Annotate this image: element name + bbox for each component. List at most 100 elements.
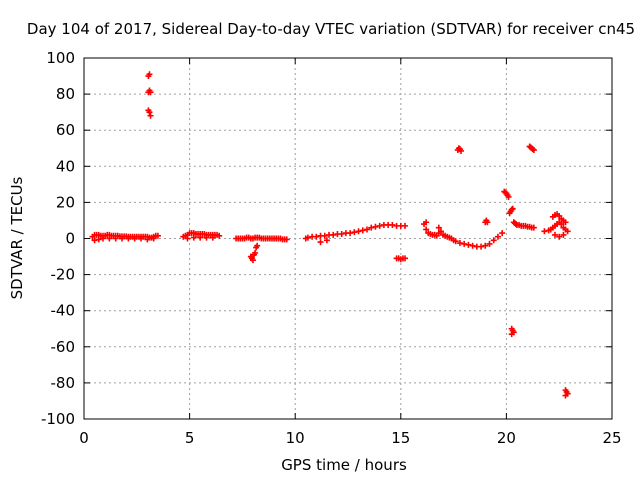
data-point xyxy=(323,237,330,244)
data-point xyxy=(494,233,501,240)
y-tick-label: 60 xyxy=(56,121,75,139)
data-point xyxy=(541,228,548,235)
data-point xyxy=(505,193,512,200)
y-tick-label: 0 xyxy=(65,230,75,248)
data-point xyxy=(347,230,354,237)
data-point xyxy=(138,235,145,242)
data-point xyxy=(560,231,567,238)
data-point xyxy=(112,235,119,242)
data-point xyxy=(106,235,113,242)
data-point xyxy=(508,331,515,338)
data-point xyxy=(437,228,444,235)
data-point xyxy=(376,222,383,229)
data-point xyxy=(423,226,430,233)
data-point xyxy=(368,224,375,231)
data-point xyxy=(119,235,126,242)
data-point xyxy=(435,224,442,231)
data-point xyxy=(216,232,223,239)
data-point xyxy=(562,219,569,226)
data-point xyxy=(402,222,409,229)
data-point xyxy=(131,235,138,242)
data-point xyxy=(147,89,154,96)
data-point xyxy=(249,257,256,264)
data-point xyxy=(530,147,537,154)
data-point xyxy=(252,249,259,256)
data-point xyxy=(484,219,491,226)
x-tick-label: 5 xyxy=(185,429,195,447)
data-point xyxy=(452,238,459,245)
data-point xyxy=(254,242,261,249)
data-point xyxy=(100,235,107,242)
chart-title: Day 104 of 2017, Sidereal Day-to-day VTE… xyxy=(27,20,635,38)
data-point xyxy=(562,392,569,399)
data-point xyxy=(144,236,151,243)
data-point xyxy=(508,206,515,213)
data-point xyxy=(551,231,558,238)
data-point xyxy=(91,237,98,244)
data-point xyxy=(95,236,102,243)
data-point xyxy=(304,234,311,241)
y-tick-label: -20 xyxy=(51,266,76,284)
data-point xyxy=(558,221,565,228)
data-point xyxy=(355,228,362,235)
data-point xyxy=(351,229,358,236)
data-point xyxy=(203,234,210,241)
y-tick-label: -60 xyxy=(51,338,76,356)
x-tick-label: 20 xyxy=(497,429,516,447)
data-point xyxy=(389,221,396,228)
data-points xyxy=(89,71,571,399)
data-point xyxy=(330,231,337,238)
data-point xyxy=(482,242,489,249)
data-point xyxy=(184,235,191,242)
data-point xyxy=(423,219,430,226)
data-point xyxy=(486,240,493,247)
data-point xyxy=(146,109,153,116)
data-point xyxy=(478,243,485,250)
y-axis-label: SDTVAR / TECUs xyxy=(8,176,26,299)
y-tick-label: -40 xyxy=(51,302,76,320)
y-tick-label: 100 xyxy=(46,49,75,67)
data-point xyxy=(512,221,519,228)
data-point xyxy=(146,71,153,78)
data-point xyxy=(530,224,537,231)
data-point xyxy=(490,237,497,244)
data-point xyxy=(338,230,345,237)
data-point xyxy=(499,230,506,237)
data-point xyxy=(461,240,468,247)
y-tick-label: 80 xyxy=(56,85,75,103)
y-tick-label: 20 xyxy=(56,193,75,211)
data-point xyxy=(197,234,204,241)
data-point xyxy=(150,235,157,242)
data-point xyxy=(190,234,197,241)
data-point xyxy=(364,226,371,233)
x-tick-label: 10 xyxy=(286,429,305,447)
data-point xyxy=(402,255,409,262)
data-point xyxy=(125,235,132,242)
data-point xyxy=(469,242,476,249)
axis-ticks: 0 5 10 15 20 25 -100 -80 -60 -40 -20 0 20 40 60 80 100 xyxy=(41,49,622,447)
data-point xyxy=(359,227,366,234)
data-point xyxy=(154,232,161,239)
data-point xyxy=(317,239,324,246)
data-point xyxy=(283,236,290,243)
data-point xyxy=(564,228,571,235)
data-point xyxy=(556,233,563,240)
plot-frame xyxy=(83,57,613,420)
x-tick-label: 25 xyxy=(602,429,621,447)
data-point xyxy=(321,232,328,239)
y-tick-label: 40 xyxy=(56,157,75,175)
y-tick-label: -80 xyxy=(51,374,76,392)
x-tick-label: 15 xyxy=(391,429,410,447)
data-point xyxy=(313,233,320,240)
y-tick-label: -100 xyxy=(41,410,75,428)
data-point xyxy=(147,112,154,119)
data-point xyxy=(457,147,464,154)
data-point xyxy=(372,223,379,230)
grid xyxy=(84,58,612,419)
data-point xyxy=(209,234,216,241)
x-axis-label: GPS time / hours xyxy=(281,456,407,474)
x-tick-label: 0 xyxy=(79,429,89,447)
data-point xyxy=(529,146,536,153)
data-point xyxy=(465,241,472,248)
